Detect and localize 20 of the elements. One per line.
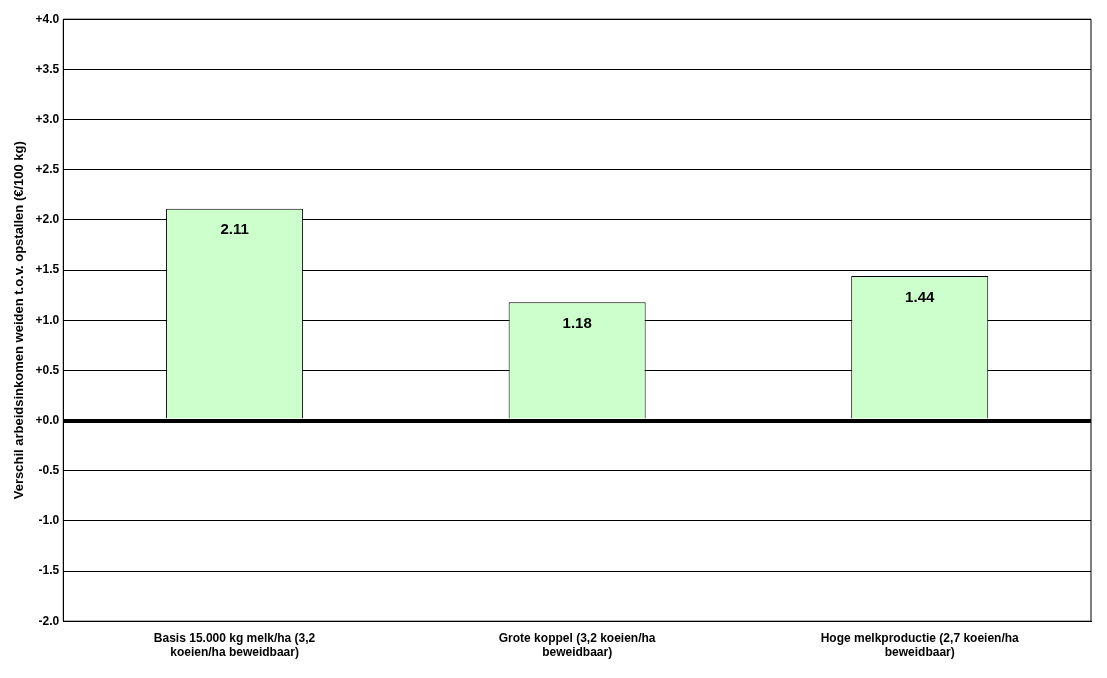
y-tick-label: +2.0: [35, 212, 60, 227]
y-tick-label: +0.0: [35, 412, 60, 427]
data-label: 1.18: [562, 313, 592, 331]
y-tick-label: +1.5: [35, 262, 60, 277]
y-tick-label: +3.0: [35, 111, 60, 126]
y-tick-label: +0.5: [35, 362, 60, 377]
y-axis-title: Verschil arbeidsinkomen weiden t.o.v. opstallen (€/100 kg): [11, 141, 27, 500]
data-label: 1.44: [905, 287, 935, 305]
x-tick-label: Basis 15.000 kg melk/ha (3,2 koeien/ha beweidbaar): [153, 630, 316, 660]
y-tick-label: -1.0: [38, 513, 60, 528]
y-tick-label: -1.5: [38, 563, 60, 578]
y-tick-label: -0.5: [38, 463, 60, 478]
y-tick-label: +3.5: [35, 61, 60, 76]
data-label: 2.11: [220, 220, 249, 238]
y-tick-label: +1.0: [35, 312, 60, 327]
y-tick-label: +2.5: [35, 162, 60, 177]
y-tick-label: +4.0: [35, 11, 60, 26]
x-tick-label: Grote koppel (3,2 koeien/ha beweidbaar): [498, 630, 656, 660]
x-tick-label: Hoge melkproductie (2,7 koeien/ha beweidbaar): [820, 630, 1020, 660]
y-tick-label: -2.0: [38, 613, 60, 628]
